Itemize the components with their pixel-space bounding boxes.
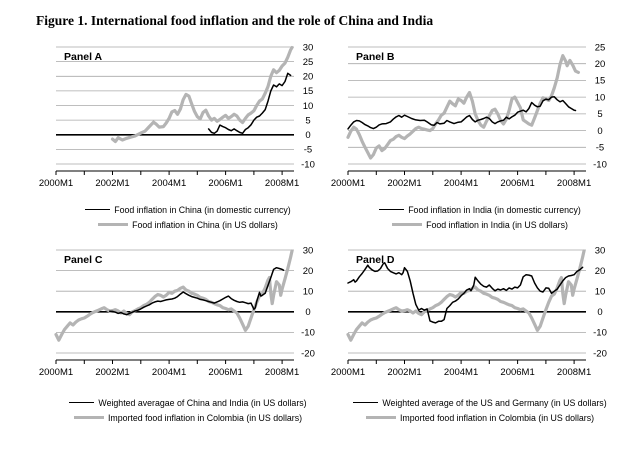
panel-a-label: Panel A: [64, 51, 103, 63]
svg-text:10: 10: [595, 287, 606, 298]
svg-text:10: 10: [303, 287, 314, 298]
svg-text:-20: -20: [593, 348, 607, 359]
panel-a-legend: Food inflation in China (in domestic cur…: [38, 202, 338, 232]
legend-label: Food inflation in India (in domestic cur…: [408, 204, 581, 215]
svg-text:2008M1: 2008M1: [557, 367, 591, 378]
legend-row: Food inflation in China (in domestic cur…: [38, 202, 338, 217]
panel-b-chart: 25 20 15 10 5 0 -5 -10 2000M1 2002M1 2004M1 2006M1 2…: [331, 42, 607, 189]
svg-text:5: 5: [597, 109, 602, 120]
svg-text:2000M1: 2000M1: [331, 178, 365, 189]
panel-a-chart: 30 25 20 15 10 5 0 -5 -10 2000M1 2002M1 2004M1 2006M…: [39, 42, 315, 189]
svg-text:0: 0: [597, 126, 602, 137]
svg-text:-5: -5: [596, 143, 604, 154]
svg-text:2000M1: 2000M1: [39, 367, 73, 378]
svg-text:15: 15: [595, 76, 606, 87]
svg-text:25: 25: [303, 57, 314, 68]
legend-label: Imported food inflation in Colombia (in …: [107, 412, 303, 423]
svg-text:2006M1: 2006M1: [500, 178, 534, 189]
svg-text:2008M1: 2008M1: [557, 178, 591, 189]
panel-c: 30 20 10 0 -10 -20 2000M1 2002M1 2004M1 2006M1 200…: [38, 243, 338, 425]
legend-row: Food inflation in India (in US dollars): [330, 217, 627, 232]
gray-line-swatch: [365, 415, 396, 420]
svg-text:-10: -10: [593, 328, 607, 339]
legend-row: Food inflation in India (in domestic cur…: [330, 202, 627, 217]
svg-text:2000M1: 2000M1: [331, 367, 365, 378]
legend-label: Weighted averagae of China and India (in…: [98, 397, 307, 408]
svg-text:2006M1: 2006M1: [208, 367, 242, 378]
legend-label: Imported food inflation in Colombia (in …: [399, 412, 595, 423]
legend-row: Weighted averagae of China and India (in…: [38, 395, 338, 410]
svg-text:25: 25: [595, 42, 606, 53]
svg-text:-10: -10: [301, 328, 315, 339]
svg-text:-5: -5: [304, 145, 312, 156]
svg-text:0: 0: [305, 130, 310, 141]
legend-label: Food inflation in China (in domestic cur…: [114, 204, 291, 215]
panel-d-label: Panel D: [356, 254, 395, 266]
svg-text:2002M1: 2002M1: [95, 367, 129, 378]
svg-text:30: 30: [303, 245, 314, 256]
svg-text:20: 20: [595, 266, 606, 277]
svg-text:10: 10: [303, 101, 314, 112]
svg-text:2002M1: 2002M1: [95, 178, 129, 189]
svg-text:2002M1: 2002M1: [387, 367, 421, 378]
svg-text:2004M1: 2004M1: [152, 367, 186, 378]
panel-b-legend: Food inflation in India (in domestic cur…: [330, 202, 627, 232]
svg-text:-20: -20: [301, 348, 315, 359]
panel-d-legend: Weighted average of the US and Germany (…: [330, 395, 627, 425]
svg-text:-10: -10: [593, 159, 607, 170]
svg-text:-10: -10: [301, 159, 315, 170]
black-line-swatch: [85, 209, 111, 210]
svg-text:20: 20: [303, 72, 314, 83]
panel-d: 30 20 10 0 -10 -20 2000M1 2002M1 2004M1 2006M1 200…: [330, 243, 627, 425]
gray-line-swatch: [73, 415, 104, 420]
black-line-swatch: [379, 209, 405, 210]
svg-text:10: 10: [595, 92, 606, 103]
legend-label: Food inflation in India (in US dollars): [426, 219, 568, 230]
legend-row: Weighted average of the US and Germany (…: [330, 395, 627, 410]
panel-c-label: Panel C: [64, 254, 103, 266]
panel-a: 30 25 20 15 10 5 0 -5 -10 2000M1 2002M1 2004M1 2006M…: [38, 40, 338, 232]
svg-text:20: 20: [595, 59, 606, 70]
svg-text:2000M1: 2000M1: [39, 178, 73, 189]
svg-text:20: 20: [303, 266, 314, 277]
svg-text:2004M1: 2004M1: [152, 178, 186, 189]
svg-text:2002M1: 2002M1: [387, 178, 421, 189]
panel-c-chart: 30 20 10 0 -10 -20 2000M1 2002M1 2004M1 2006M1 200…: [39, 245, 315, 378]
panel-b-label: Panel B: [356, 51, 395, 63]
svg-text:30: 30: [595, 245, 606, 256]
legend-label: Food inflation in China (in US dollars): [132, 219, 278, 230]
black-line-swatch: [353, 402, 379, 403]
black-line-swatch: [69, 402, 95, 403]
legend-row: Imported food inflation in Colombia (in …: [38, 410, 338, 425]
legend-label: Weighted average of the US and Germany (…: [382, 397, 607, 408]
svg-text:5: 5: [305, 115, 310, 126]
panel-c-legend: Weighted averagae of China and India (in…: [38, 395, 338, 425]
svg-text:2004M1: 2004M1: [444, 178, 478, 189]
svg-text:0: 0: [597, 307, 602, 318]
svg-text:0: 0: [305, 307, 310, 318]
gray-line-swatch: [392, 222, 423, 227]
legend-row: Food inflation in China (in US dollars): [38, 217, 338, 232]
svg-text:2008M1: 2008M1: [265, 367, 299, 378]
svg-text:2004M1: 2004M1: [444, 367, 478, 378]
svg-text:2006M1: 2006M1: [208, 178, 242, 189]
figure-title: Figure 1. International food inflation a…: [36, 13, 434, 28]
svg-text:2008M1: 2008M1: [265, 178, 299, 189]
svg-text:2006M1: 2006M1: [500, 367, 534, 378]
panel-b: 25 20 15 10 5 0 -5 -10 2000M1 2002M1 2004M1 2006M1 2…: [330, 40, 627, 232]
svg-text:30: 30: [303, 42, 314, 53]
panel-d-chart: 30 20 10 0 -10 -20 2000M1 2002M1 2004M1 2006M1 200…: [331, 245, 607, 378]
gray-line-swatch: [98, 222, 129, 227]
legend-row: Imported food inflation in Colombia (in …: [330, 410, 627, 425]
svg-text:15: 15: [303, 86, 314, 97]
